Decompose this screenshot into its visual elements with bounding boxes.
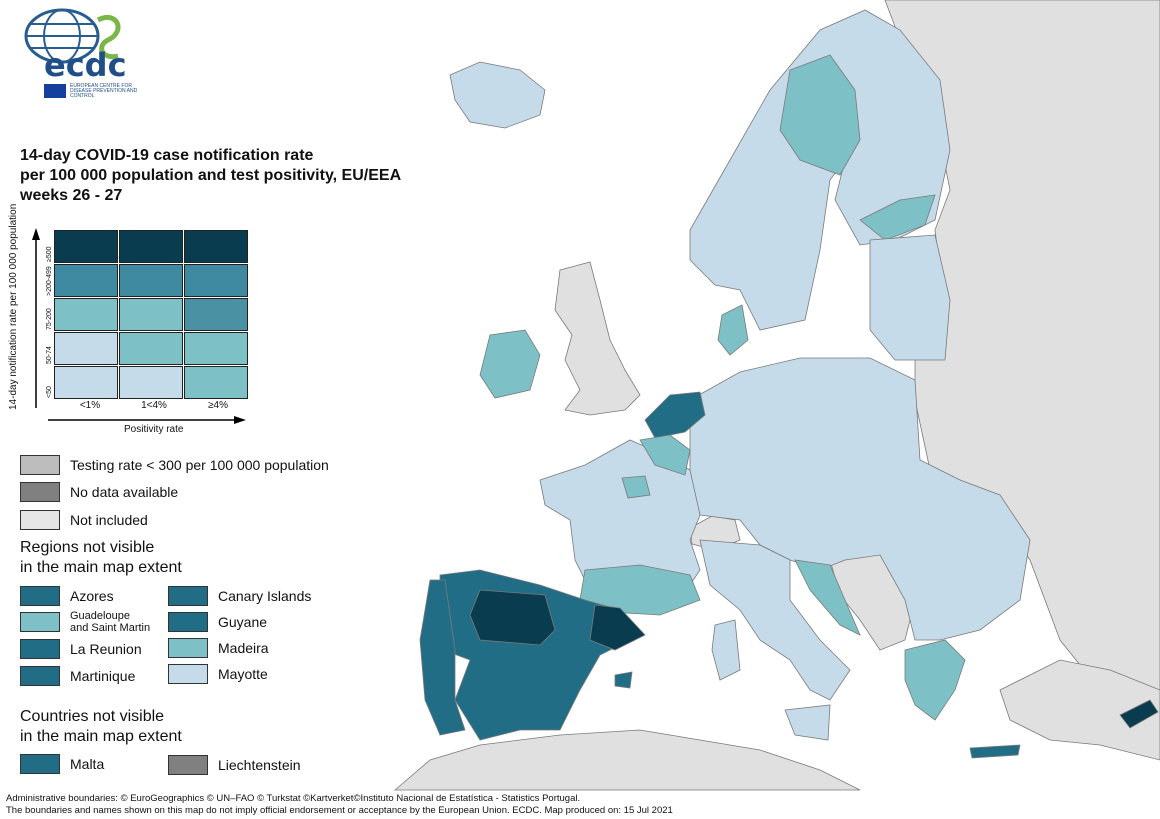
matrix-cell <box>184 298 248 331</box>
map-scandinavia <box>689 9 951 331</box>
legend-testing-rate: Testing rate < 300 per 100 000 populatio… <box>20 455 329 475</box>
legend-canary-islands: Canary Islands <box>168 586 311 606</box>
logo-subtitle: EUROPEAN CENTRE FOR DISEASE PREVENTION A… <box>70 83 138 99</box>
footer-line-2: The boundaries and names shown on this m… <box>6 805 673 816</box>
legend-madeira: Madeira <box>168 638 269 658</box>
ecdc-logo <box>22 6 142 104</box>
map-paris <box>621 475 651 499</box>
title-line-2: per 100 000 population and test positivi… <box>20 167 402 184</box>
y-tick: ≥500 <box>46 246 53 262</box>
matrix-cell <box>184 366 248 399</box>
y-tick: >200-499 <box>46 266 53 296</box>
map-title: 14-day COVID-19 case notification rate p… <box>20 146 460 206</box>
regions-title: Regions not visible in the main map exte… <box>20 539 182 576</box>
matrix-cell <box>54 332 118 365</box>
map-crete <box>969 744 1021 759</box>
title-line-1: 14-day COVID-19 case notification rate <box>20 147 314 164</box>
swatch-no-data <box>20 482 60 502</box>
map-balearic <box>614 671 633 689</box>
matrix-cell <box>119 332 183 365</box>
matrix-cell <box>54 264 118 297</box>
map-spain-center <box>469 589 556 646</box>
globe-icon <box>24 8 121 64</box>
map-portugal <box>419 579 466 736</box>
map-france <box>539 439 701 606</box>
matrix-cell <box>119 230 183 263</box>
countries-title: Countries not visible in the main map ex… <box>20 708 182 745</box>
map-central-europe <box>689 357 1031 641</box>
y-tick: <50 <box>46 386 53 398</box>
swatch-testing <box>20 455 60 475</box>
swatch-not-included <box>20 510 60 530</box>
matrix-cell <box>184 332 248 365</box>
x-tick-mid: 1<4% <box>141 400 167 411</box>
matrix-cell <box>184 230 248 263</box>
matrix-cell <box>54 366 118 399</box>
logo-wordmark: ecdc <box>44 46 127 84</box>
title-line-3: weeks 26 - 27 <box>20 187 123 204</box>
legend-azores: Azores <box>20 586 114 606</box>
legend-martinique: Martinique <box>20 666 135 686</box>
map-belgium <box>639 434 691 476</box>
matrix-cell <box>119 298 183 331</box>
legend-mayotte: Mayotte <box>168 664 268 684</box>
map-cyprus <box>1119 699 1159 729</box>
matrix-cell <box>184 264 248 297</box>
map-finland-north <box>779 54 861 176</box>
map-greece <box>904 639 966 721</box>
map-italy <box>699 539 851 701</box>
legend-not-included: Not included <box>20 510 148 530</box>
matrix-cell <box>119 264 183 297</box>
matrix-y-label: 14-day notification rate per 100 000 pop… <box>8 203 19 410</box>
map-turkey <box>999 659 1160 761</box>
footer-line-1: Administrative boundaries: © EuroGeograp… <box>6 793 581 804</box>
map-uk <box>554 261 641 416</box>
legend-no-data: No data available <box>20 482 178 502</box>
map-ireland <box>479 329 541 399</box>
legend-liechtenstein: Liechtenstein <box>168 755 301 775</box>
map-baltics <box>869 234 951 361</box>
x-tick-high: ≥4% <box>208 400 228 411</box>
map-croatia <box>794 559 861 636</box>
legend-guyane: Guyane <box>168 612 267 632</box>
map-denmark <box>717 304 749 356</box>
matrix-cell <box>54 298 118 331</box>
legend-malta: Malta <box>20 754 104 774</box>
legend-la-reunion: La Reunion <box>20 639 142 659</box>
map-north-africa <box>393 729 861 791</box>
matrix-cell <box>54 230 118 263</box>
map-finland-south <box>859 194 936 241</box>
map-iceland <box>449 61 546 129</box>
matrix-cell <box>119 366 183 399</box>
y-tick: 75-200 <box>46 308 53 330</box>
matrix-x-label: Positivity rate <box>124 424 184 435</box>
footer: Administrative boundaries: © EuroGeograp… <box>6 793 673 817</box>
x-tick-low: <1% <box>79 400 101 411</box>
matrix-axes <box>32 228 246 424</box>
map-sicily <box>784 704 831 741</box>
eu-flag-icon <box>44 84 66 98</box>
map-sardinia <box>711 619 741 681</box>
map-catalonia <box>589 604 646 651</box>
y-tick: 50-74 <box>46 346 53 364</box>
legend-guadeloupe: Guadeloupe and Saint Martin <box>20 610 150 634</box>
